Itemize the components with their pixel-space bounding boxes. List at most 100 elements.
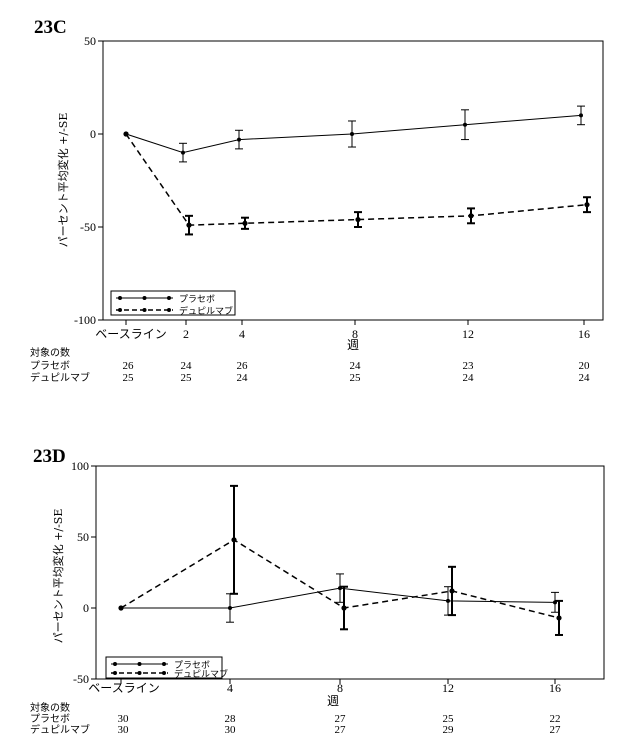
series-line [125, 114, 582, 154]
chart-title: 23C [34, 17, 67, 38]
y-axis-label: パーセント平均変化 +/-SE [56, 113, 70, 248]
y-tick-label: 100 [71, 459, 89, 473]
x-tick-label-baseline: ベースライン [95, 327, 166, 341]
x-tick-label: 8 [352, 327, 358, 341]
table-cell: 22 [550, 713, 561, 725]
legend-swatch-marker [167, 296, 171, 300]
data-point [242, 220, 248, 226]
y-tick-label: -100 [74, 313, 96, 327]
table-heading: 対象の数 [30, 346, 70, 359]
table-cell: 24 [181, 360, 193, 372]
data-point [556, 615, 562, 621]
data-point [186, 222, 192, 228]
x-tick-label: 12 [442, 681, 454, 695]
legend-swatch-marker [113, 662, 117, 666]
plot-frame [95, 465, 605, 680]
legend-swatch-marker [118, 308, 122, 312]
data-point [350, 132, 354, 136]
legend-swatch-marker [137, 671, 142, 675]
table-row-label: プラセボ [30, 360, 70, 372]
x-tick-label: 2 [183, 327, 189, 341]
data-point [446, 598, 450, 603]
table-cell: 30 [118, 713, 130, 725]
legend-swatch-marker [142, 308, 147, 312]
legend-swatch-marker [162, 671, 166, 675]
data-point [228, 606, 232, 610]
legend-box [110, 290, 236, 316]
chart-title: 23D [33, 446, 66, 467]
legend-swatch-marker [162, 662, 166, 666]
table-cell: 24 [579, 372, 591, 384]
table-cell: 24 [463, 372, 475, 384]
table-cell: 26 [123, 360, 135, 372]
legend-swatch-marker [137, 662, 142, 666]
y-tick-label: 0 [90, 127, 96, 141]
data-point [449, 588, 455, 594]
data-point [341, 605, 347, 611]
plot-frame [102, 40, 604, 321]
table-cell: 24 [237, 372, 249, 384]
table-cell: 24 [350, 360, 362, 372]
table-cell: 25 [443, 713, 455, 725]
table-cell: 29 [443, 724, 455, 736]
legend-swatch-marker [118, 296, 122, 300]
x-tick-label: 16 [578, 327, 590, 341]
series-dupilumab [118, 484, 563, 636]
data-point [231, 537, 237, 543]
x-tick-label: 12 [462, 327, 474, 341]
data-point [579, 113, 583, 118]
legend-swatch-marker [142, 296, 147, 300]
table-cell: 30 [225, 724, 237, 736]
x-tick-label: 8 [337, 681, 343, 695]
y-axis-label: パーセント平均変化 +/-SE [51, 509, 65, 644]
data-point [463, 122, 467, 127]
table-cell: 25 [123, 372, 135, 384]
data-point [118, 605, 124, 611]
table-cell: 28 [225, 713, 237, 725]
series-placebo [124, 105, 585, 163]
data-point [123, 131, 129, 137]
table-cell: 27 [335, 713, 347, 725]
table-cell: 27 [335, 724, 347, 736]
table-cell: 23 [463, 360, 475, 372]
data-point [468, 213, 474, 219]
table-row-label: プラセボ [30, 713, 70, 725]
legend-swatch-marker [113, 671, 117, 675]
series-placebo [119, 573, 559, 623]
table-cell: 25 [350, 372, 362, 384]
y-tick-label: 50 [84, 34, 96, 48]
data-point [237, 137, 241, 142]
x-tick-label: 16 [549, 681, 561, 695]
table-cell: 25 [181, 372, 193, 384]
legend-label: プラセボ [174, 660, 210, 671]
legend-label: デュピルマブ [174, 668, 228, 680]
table-cell: 30 [118, 724, 130, 736]
x-axis-label: 週 [327, 694, 339, 708]
table-cell: 20 [579, 360, 591, 372]
table-heading: 対象の数 [30, 701, 70, 714]
x-tick-label-baseline: ベースライン [88, 681, 159, 695]
series-line [125, 133, 588, 226]
data-point [355, 216, 361, 223]
y-tick-label: 50 [77, 530, 89, 544]
y-tick-label: -50 [73, 672, 89, 686]
table-row-label: デュピルマブ [30, 723, 90, 736]
table-cell: 26 [237, 360, 249, 372]
x-tick-label: 4 [227, 681, 233, 695]
y-tick-label: -50 [80, 220, 96, 234]
y-tick-label: 0 [83, 601, 89, 615]
table-cell: 27 [550, 724, 562, 736]
series-dupilumab [123, 131, 591, 236]
legend-label: デュピルマブ [179, 305, 233, 317]
legend-swatch-marker [167, 308, 171, 312]
data-point [584, 202, 590, 208]
x-tick-label: 4 [239, 327, 245, 341]
legend-label: プラセボ [179, 294, 215, 305]
